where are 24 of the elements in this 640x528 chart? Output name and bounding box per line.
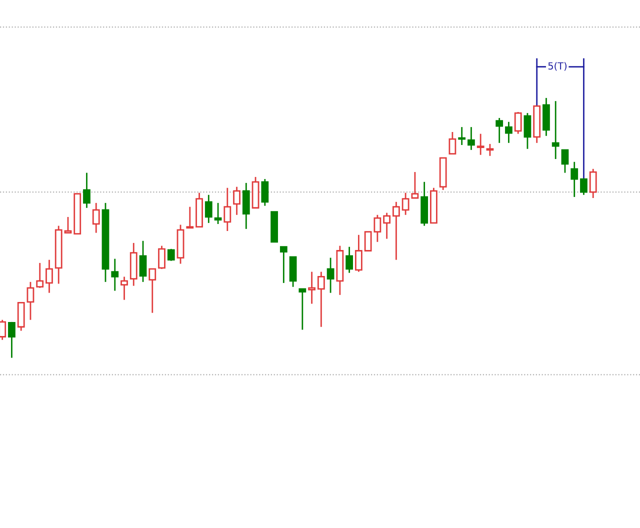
candlestick [346,246,353,274]
candlestick [458,126,466,146]
candlestick [111,258,119,292]
candlestick [468,126,475,151]
candlestick [420,181,428,226]
candlestick [505,121,512,144]
candlestick [354,234,362,272]
candlestick [54,225,62,284]
candlestick [476,133,484,156]
candlestick [130,242,138,287]
candlestick [120,276,128,301]
candlestick [204,194,212,224]
candlestick [92,202,100,234]
text: 5(T) [548,62,566,71]
candlestick [242,182,250,230]
candlestick [542,97,550,137]
candlestick [233,186,240,216]
candlestick [552,100,560,160]
candlestick [46,259,53,294]
candlestick [308,271,316,304]
candlestick [570,161,578,198]
candlestick [224,187,232,232]
candlestick [326,257,334,294]
candlestick [83,172,90,209]
